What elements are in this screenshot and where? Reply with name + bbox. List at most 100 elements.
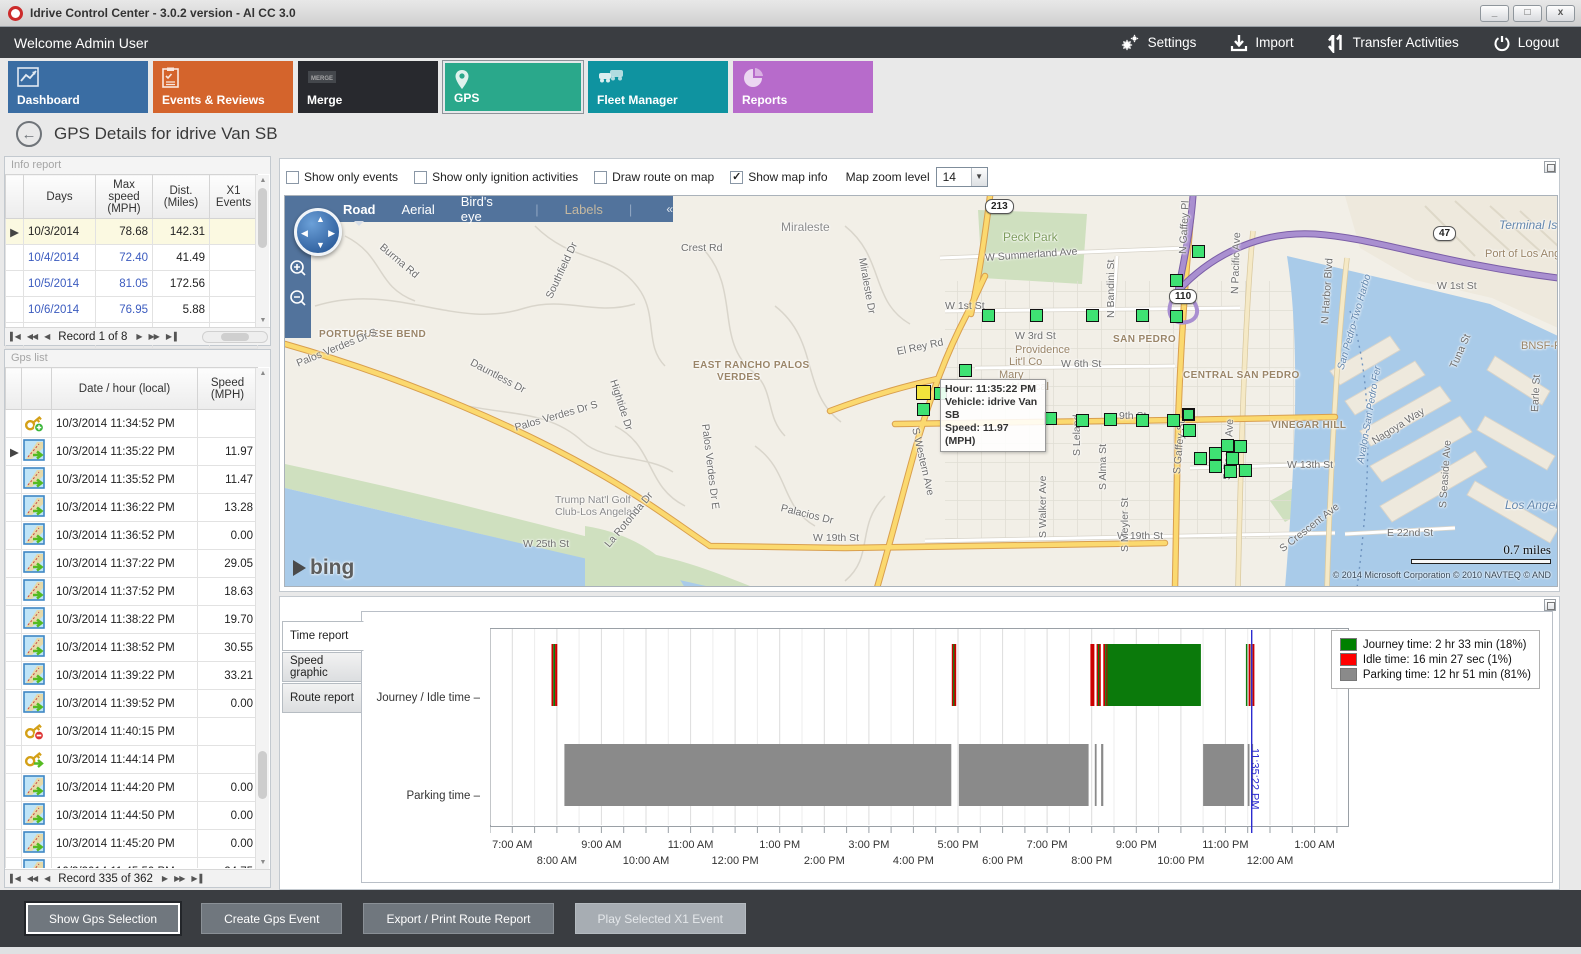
table-row[interactable]: 10/3/2014 11:40:15 PM <box>5 717 258 746</box>
info-col-1[interactable]: Max speed (MPH) <box>95 174 153 219</box>
pager-prev-page-icon[interactable]: ◀◀ <box>26 332 38 341</box>
map-compass-control[interactable]: ▲ ▼ ◀ ▶ <box>294 208 342 256</box>
map-zoom-level-select[interactable]: 14 ▼ <box>935 167 988 187</box>
checkbox-draw-route-on-map[interactable]: Draw route on map <box>594 170 714 184</box>
nav-tile-dashboard[interactable]: Dashboard <box>8 61 148 113</box>
table-row[interactable]: 10/3/2014 11:34:52 PM <box>5 409 258 438</box>
map-style-labels[interactable]: Labels <box>564 201 603 217</box>
gps-marker[interactable] <box>959 364 972 377</box>
panel-collapse-button[interactable] <box>1544 599 1556 611</box>
map-bar-collapse-icon[interactable]: « <box>666 202 673 216</box>
table-row[interactable]: 10/3/2014 11:36:22 PM 13.28 <box>5 493 258 522</box>
tab-speed-graphic[interactable]: Speed graphic <box>282 652 362 682</box>
gps-marker[interactable] <box>1182 408 1195 421</box>
pager-prev-page-icon[interactable]: ◀◀ <box>26 874 38 883</box>
gps-list-table[interactable]: Date / hour (local) Speed (MPH) 10/3/2014 1… <box>5 367 270 868</box>
gps-marker[interactable] <box>1170 274 1183 287</box>
gps-marker[interactable] <box>1170 310 1183 323</box>
pager-first-icon[interactable]: ▌◀ <box>10 874 21 883</box>
pager-next-page-icon[interactable]: ▶▶ <box>148 332 160 341</box>
nav-tile-events[interactable]: Events & Reviews <box>153 61 293 113</box>
checkbox-show-only-ignition-activities[interactable]: Show only ignition activities <box>414 170 578 184</box>
window-minimize-button[interactable]: _ <box>1480 4 1509 22</box>
pager-last-icon[interactable]: ▶▐ <box>191 874 202 883</box>
table-row[interactable]: ▶ 10/3/2014 78.68 142.31 <box>5 218 258 245</box>
table-row[interactable]: ▶ 10/3/2014 11:35:22 PM 11.97 <box>5 437 258 466</box>
pager-next-icon[interactable]: ▶ <box>136 332 142 341</box>
tab-time-report[interactable]: Time report <box>282 621 364 651</box>
checkbox-icon[interactable] <box>286 170 299 184</box>
table-row[interactable]: 10/3/2014 11:35:52 PM 11.47 <box>5 465 258 494</box>
map-zoom-out-icon[interactable] <box>288 288 308 308</box>
pager-first-icon[interactable]: ▌◀ <box>10 332 21 341</box>
map-style-aerial[interactable]: Aerial <box>401 201 435 217</box>
back-button[interactable]: ← <box>16 121 42 147</box>
show-gps-selection-button[interactable]: Show Gps Selection <box>26 903 181 934</box>
bing-map[interactable]: Road Aerial Bird's eye | Labels | « ▲ ▼ ◀ ▶ Mi… <box>284 195 1558 587</box>
nav-tile-fleet[interactable]: Fleet Manager <box>588 61 728 113</box>
gps-marker[interactable] <box>1136 309 1149 322</box>
panel-collapse-button[interactable] <box>1544 161 1556 173</box>
nav-tile-merge[interactable]: MERGE Merge <box>298 61 438 113</box>
create-gps-event-button[interactable]: Create Gps Event <box>201 903 343 934</box>
gps-list-scrollbar[interactable]: ▲ ▼ <box>255 368 269 869</box>
transfer-button[interactable]: Transfer Activities <box>1327 33 1459 53</box>
gps-marker[interactable] <box>1194 452 1207 465</box>
import-button[interactable]: Import <box>1230 34 1294 52</box>
info-report-table[interactable]: Days Max speed (MPH) Dist. (Miles) X1 Events ▶ 1… <box>5 174 270 349</box>
gps-marker[interactable] <box>1183 424 1196 437</box>
table-row[interactable]: 10/4/2014 72.40 41.49 <box>5 244 258 271</box>
table-row[interactable]: 10/3/2014 11:44:50 PM 0.00 <box>5 801 258 830</box>
gps-marker[interactable] <box>1192 245 1205 258</box>
table-row[interactable]: 10/3/2014 11:44:14 PM <box>5 745 258 774</box>
table-row[interactable]: 10/3/2014 11:45:20 PM 0.00 <box>5 829 258 858</box>
gps-marker[interactable] <box>1167 414 1180 427</box>
info-col-2[interactable]: Dist. (Miles) <box>152 174 210 219</box>
window-maximize-button[interactable]: □ <box>1513 4 1542 22</box>
checkbox-icon[interactable]: ✓ <box>730 170 744 184</box>
pager-last-icon[interactable]: ▶▐ <box>165 332 177 341</box>
table-row[interactable]: 10/3/2014 11:38:52 PM 30.55 <box>5 633 258 662</box>
pager-prev-icon[interactable]: ◀ <box>44 332 50 341</box>
info-col-3[interactable]: X1 Events <box>209 174 258 219</box>
table-row[interactable]: 10/3/2014 11:44:20 PM 0.00 <box>5 773 258 802</box>
gps-marker[interactable] <box>1209 447 1222 460</box>
map-zoom-in-icon[interactable] <box>288 258 308 278</box>
tab-route-report[interactable]: Route report <box>282 683 362 713</box>
table-row[interactable]: 10/3/2014 11:39:22 PM 33.21 <box>5 661 258 690</box>
nav-tile-reports[interactable]: Reports <box>733 61 873 113</box>
gps-marker[interactable] <box>1226 452 1239 465</box>
table-row[interactable]: 10/3/2014 11:37:22 PM 29.05 <box>5 549 258 578</box>
gps-col-0[interactable]: Date / hour (local) <box>51 367 198 410</box>
gps-marker[interactable] <box>982 309 995 322</box>
gps-marker[interactable] <box>1209 460 1222 473</box>
pager-prev-icon[interactable]: ◀ <box>44 874 50 883</box>
checkbox-icon[interactable] <box>414 170 428 184</box>
gps-marker[interactable] <box>1104 413 1117 426</box>
table-row[interactable]: 10/6/2014 76.95 5.88 <box>5 296 258 323</box>
gps-marker[interactable] <box>1221 439 1234 452</box>
info-report-scrollbar[interactable]: ▲ ▼ <box>255 175 269 327</box>
table-row[interactable]: 10/5/2014 81.05 172.56 <box>5 270 258 297</box>
map-style-road[interactable]: Road <box>343 201 376 226</box>
logout-button[interactable]: Logout <box>1493 34 1559 52</box>
pager-next-icon[interactable]: ▶ <box>161 874 168 883</box>
table-row[interactable]: 10/3/2014 11:45:50 PM24.75 <box>5 857 258 868</box>
map-style-birdseye[interactable]: Bird's eye <box>460 195 493 224</box>
gps-marker[interactable] <box>917 403 930 416</box>
checkbox-icon[interactable] <box>594 170 608 184</box>
pager-next-page-icon[interactable]: ▶▶ <box>174 874 185 883</box>
table-row[interactable]: 10/3/2014 11:38:22 PM 19.70 <box>5 605 258 634</box>
timeline-chart[interactable]: 7:00 AM 9:00 AM 11:00 AM 1:00 PM 3:00 PM 5:00… <box>490 628 1356 872</box>
nav-tile-gps[interactable]: GPS <box>442 60 584 114</box>
gps-marker[interactable] <box>1030 309 1043 322</box>
gps-marker[interactable] <box>1086 309 1099 322</box>
window-close-button[interactable]: x <box>1546 4 1575 22</box>
table-row[interactable]: 10/3/2014 11:37:52 PM 18.63 <box>5 577 258 606</box>
settings-button[interactable]: Settings <box>1119 33 1196 53</box>
info-report-pager[interactable]: ▌◀ ◀◀ ◀ Record 1 of 8 ▶ ▶▶ ▶▐ <box>5 327 270 345</box>
table-row[interactable]: 10/3/2014 11:39:52 PM 0.00 <box>5 689 258 718</box>
gps-marker[interactable] <box>1239 464 1252 477</box>
gps-marker[interactable] <box>1224 465 1237 478</box>
gps-marker-selected-point[interactable] <box>916 385 931 400</box>
